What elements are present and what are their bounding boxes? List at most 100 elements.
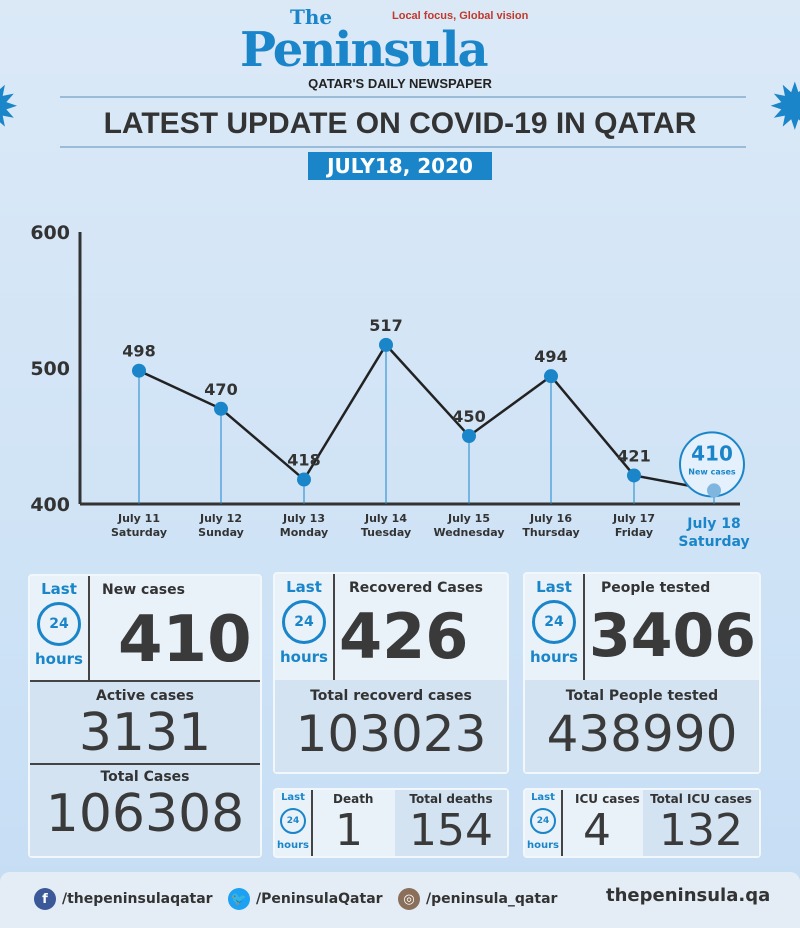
x-tick-label: July 18 (686, 516, 740, 532)
recovered-value: 426 (339, 600, 469, 673)
icu-value: 4 (583, 805, 611, 856)
y-tick-label: 500 (30, 358, 70, 380)
facebook-link[interactable]: f/thepeninsulaqatar (34, 888, 213, 910)
x-tick-label: July 15 (447, 512, 490, 525)
twitter-link[interactable]: 🐦 /PeninsulaQatar (228, 888, 383, 910)
totals-panel: Total deaths 154 (395, 790, 507, 856)
clock-24-icon: 24 (530, 808, 556, 834)
highlight-label: New cases (688, 467, 736, 476)
data-label: 517 (369, 316, 402, 335)
total-tested-value: 438990 (546, 705, 738, 763)
total-deaths-label: Total deaths (409, 792, 493, 806)
recovered-card: Last 24 hours Recovered Cases 426 Total … (273, 572, 509, 774)
facebook-handle: /thepeninsulaqatar (62, 891, 213, 907)
website-link[interactable]: thepeninsula.qa (606, 885, 770, 906)
data-label: 450 (452, 407, 485, 426)
data-label: 494 (534, 347, 567, 366)
x-tick-label: July 16 (529, 512, 572, 525)
logo-tagline: Local focus, Global vision (392, 10, 529, 22)
data-label: 410 (691, 441, 733, 465)
deaths-card: Last 24 hours Death 1 Total deaths 154 (273, 788, 509, 858)
new-cases-value: 410 (118, 603, 252, 677)
series-line (138, 342, 715, 492)
new-cases-label: New cases (102, 582, 185, 598)
logo-subtitle: QATAR'S DAILY NEWSPAPER (308, 76, 492, 91)
total-recovered-label: Total recoverd cases (310, 688, 472, 704)
divider (60, 146, 746, 148)
data-label: 418 (287, 451, 320, 470)
totals-panel: Active cases 3131 Total Cases 106308 (30, 680, 260, 856)
x-tick-day: Monday (280, 526, 328, 539)
data-point (462, 429, 476, 443)
twitter-icon: 🐦 (228, 888, 250, 910)
data-point (379, 337, 393, 352)
data-label: 498 (122, 342, 155, 361)
logo: The Local focus, Global vision Peninsula… (0, 6, 800, 96)
total-icu-value: 132 (659, 805, 743, 856)
clock-24-icon: 24 (37, 602, 81, 646)
facebook-icon: f (34, 888, 56, 910)
last-24-hours: Last 24 hours (30, 576, 90, 680)
x-tick-day: Tuesday (361, 526, 411, 539)
last-label: Last (536, 578, 572, 596)
x-tick-day: Saturday (111, 526, 167, 539)
clock-24-icon: 24 (282, 600, 326, 644)
data-point (132, 363, 146, 378)
totals-panel: Total People tested 438990 (525, 680, 759, 772)
data-label: 421 (617, 446, 650, 465)
hours-label: hours (277, 840, 309, 851)
data-point (214, 401, 228, 416)
cases-card: Last 24 hours New cases 410 Active cases… (28, 574, 262, 858)
last-label: Last (281, 792, 305, 803)
instagram-handle: /peninsula_qatar (426, 891, 558, 907)
active-cases-value: 3131 (78, 703, 212, 763)
total-deaths-value: 154 (409, 805, 493, 856)
clock-24-icon: 24 (532, 600, 576, 644)
tested-card: Last 24 hours People tested 3406 Total P… (523, 572, 761, 774)
tested-value: 3406 (589, 601, 756, 671)
hours-label: hours (530, 648, 578, 666)
y-tick-label: 400 (30, 494, 70, 516)
hours-label: hours (527, 840, 559, 851)
last-24-hours: Last 24 hours (525, 790, 563, 856)
data-point (297, 472, 311, 487)
instagram-icon: ◎ (398, 888, 420, 910)
last-24-hours: Last 24 hours (275, 790, 313, 856)
death-value: 1 (335, 805, 363, 856)
x-tick-day: Sunday (198, 526, 244, 539)
date-badge: JULY18, 2020 (308, 152, 492, 180)
last-24-hours: Last 24 hours (275, 574, 335, 680)
total-tested-label: Total People tested (565, 688, 719, 704)
logo-the: The (290, 5, 333, 29)
page-title: LATEST UPDATE ON COVID-19 IN QATAR (103, 107, 697, 140)
x-tick-day: Saturday (678, 534, 749, 550)
data-point (544, 369, 558, 384)
virus-icon: ✹ (768, 71, 800, 145)
footer: f/thepeninsulaqatar 🐦 /PeninsulaQatar ◎ /p… (0, 872, 800, 928)
totals-panel: Total ICU cases 132 (643, 790, 759, 856)
hours-label: hours (280, 648, 328, 666)
instagram-link[interactable]: ◎ /peninsula_qatar (398, 888, 557, 910)
total-icu-label: Total ICU cases (650, 792, 752, 806)
virus-icon: ✹ (0, 76, 20, 140)
data-label: 470 (204, 380, 237, 399)
x-tick-label: July 12 (199, 512, 242, 525)
death-label: Death (333, 792, 374, 806)
x-tick-day: Wednesday (433, 526, 504, 539)
data-point (707, 483, 721, 498)
data-point (627, 468, 641, 483)
active-cases-label: Active cases (95, 688, 195, 704)
clock-24-icon: 24 (280, 808, 306, 834)
totals-panel: Total recoverd cases 103023 (275, 680, 507, 772)
last-label: Last (41, 580, 77, 598)
divider (60, 96, 746, 98)
total-cases-value: 106308 (45, 784, 245, 844)
x-tick-day: Thursday (522, 526, 579, 539)
icu-card: Last 24 hours ICU cases 4 Total ICU case… (523, 788, 761, 858)
icu-label: ICU cases (575, 792, 640, 806)
x-tick-label: July 14 (364, 512, 407, 525)
twitter-handle: /PeninsulaQatar (256, 891, 383, 907)
y-tick-label: 600 (30, 222, 70, 244)
total-recovered-value: 103023 (295, 705, 487, 763)
